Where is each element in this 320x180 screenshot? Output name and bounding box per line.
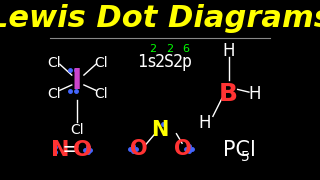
Text: =: = — [62, 140, 80, 159]
Text: 1s: 1s — [138, 53, 157, 71]
Text: Cl: Cl — [70, 123, 84, 137]
Text: 2p: 2p — [172, 53, 192, 71]
Text: Cl: Cl — [95, 87, 108, 101]
Text: PCl: PCl — [223, 140, 256, 159]
Text: 2S: 2S — [154, 53, 174, 71]
Text: Cl: Cl — [95, 56, 108, 70]
Text: N: N — [51, 140, 69, 159]
Text: H: H — [222, 42, 235, 60]
Text: 2: 2 — [166, 44, 173, 54]
Text: 5: 5 — [241, 150, 249, 164]
Text: 2: 2 — [149, 44, 156, 54]
Text: N: N — [151, 120, 169, 140]
Text: O: O — [174, 139, 191, 159]
Text: O: O — [130, 139, 148, 159]
Text: 6: 6 — [182, 44, 189, 54]
Text: B: B — [219, 82, 238, 106]
Text: Cl: Cl — [47, 87, 61, 101]
Text: I: I — [72, 67, 82, 95]
Text: Cl: Cl — [47, 56, 61, 70]
Text: H: H — [248, 85, 261, 103]
Text: H: H — [199, 114, 211, 132]
Text: O: O — [73, 140, 92, 159]
Text: Lewis Dot Diagrams: Lewis Dot Diagrams — [0, 4, 320, 33]
